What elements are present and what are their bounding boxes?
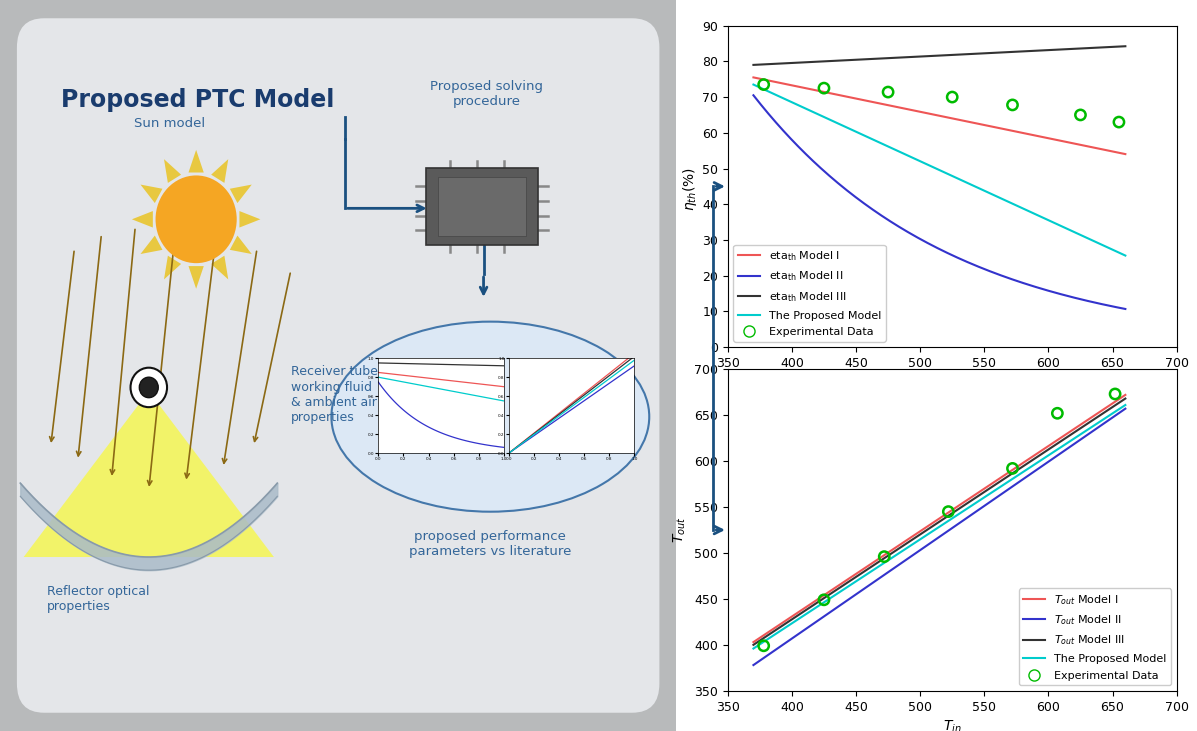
- Point: [1106, 388, 1125, 400]
- Point: [943, 91, 962, 103]
- Legend: $T_{out}$ Model I, $T_{out}$ Model II, $T_{out}$ Model III, The Proposed Model, : $T_{out}$ Model I, $T_{out}$ Model II, $…: [1019, 588, 1171, 685]
- FancyBboxPatch shape: [0, 0, 689, 731]
- Point: [1047, 407, 1067, 419]
- Text: proposed performance
parameters vs literature: proposed performance parameters vs liter…: [409, 530, 571, 558]
- Point: [938, 506, 958, 518]
- Text: Sun model: Sun model: [134, 117, 205, 130]
- Text: Reflector optical
properties: Reflector optical properties: [48, 585, 150, 613]
- Polygon shape: [140, 184, 163, 203]
- Ellipse shape: [332, 322, 649, 512]
- Text: Proposed solving
procedure: Proposed solving procedure: [431, 80, 543, 108]
- FancyBboxPatch shape: [17, 18, 660, 713]
- Text: Receiver tube,
working fluid
& ambient air
properties: Receiver tube, working fluid & ambient a…: [291, 366, 382, 423]
- Polygon shape: [230, 235, 251, 254]
- Point: [879, 86, 898, 98]
- Polygon shape: [164, 256, 181, 279]
- Point: [754, 640, 773, 651]
- Polygon shape: [211, 256, 229, 279]
- Legend: $\mathrm{eta_{th}}$ Model I, $\mathrm{eta_{th}}$ Model II, $\mathrm{eta_{th}}$ M: $\mathrm{eta_{th}}$ Model I, $\mathrm{et…: [734, 245, 886, 341]
- Point: [1003, 463, 1022, 474]
- Text: Proposed PTC Model: Proposed PTC Model: [61, 88, 334, 112]
- FancyBboxPatch shape: [438, 177, 527, 236]
- Polygon shape: [211, 159, 229, 183]
- FancyBboxPatch shape: [426, 168, 537, 245]
- Polygon shape: [239, 211, 261, 227]
- Polygon shape: [188, 266, 203, 289]
- Polygon shape: [132, 211, 153, 227]
- Circle shape: [130, 368, 168, 407]
- Polygon shape: [24, 391, 274, 557]
- Point: [1003, 99, 1022, 111]
- Polygon shape: [188, 150, 203, 173]
- Point: [1071, 109, 1090, 121]
- Point: [814, 594, 833, 606]
- Y-axis label: $\eta_{th}$(%)  : $\eta_{th}$(%): [681, 162, 699, 211]
- X-axis label: $T_{in}$: $T_{in}$: [943, 719, 961, 731]
- Y-axis label: $T_{out}$: $T_{out}$: [672, 517, 688, 543]
- Point: [1110, 116, 1129, 128]
- Circle shape: [156, 175, 237, 263]
- Polygon shape: [140, 235, 163, 254]
- Point: [875, 550, 894, 562]
- X-axis label: $T_{in}$: $T_{in}$: [943, 376, 961, 392]
- Point: [814, 83, 833, 94]
- Circle shape: [139, 377, 158, 398]
- Polygon shape: [230, 184, 251, 203]
- Polygon shape: [164, 159, 181, 183]
- Point: [754, 79, 773, 91]
